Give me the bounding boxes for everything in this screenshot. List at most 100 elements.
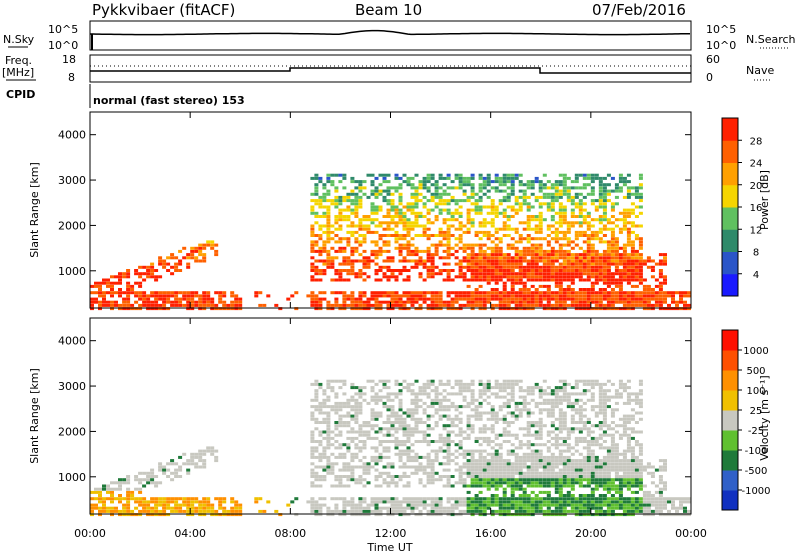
power-cell [194,256,199,260]
velocity-cell [138,471,143,475]
velocity-cell [454,433,459,437]
velocity-cell [458,465,463,469]
velocity-cell [598,405,603,409]
power-cell [586,262,591,266]
power-cell [310,291,315,295]
power-cell [566,288,571,291]
power-cell [562,230,567,234]
velocity-cell [602,401,607,405]
power-cell [406,224,411,228]
power-cell [562,189,567,193]
velocity-cell [198,455,203,459]
velocity-cell [402,386,407,390]
velocity-cell [390,392,395,396]
power-cell [438,300,443,304]
velocity-cell [602,465,607,469]
power-cell [466,230,471,234]
power-cell [586,307,591,311]
velocity-cell [590,459,595,463]
power-cell [663,297,667,301]
velocity-cell [418,389,423,393]
velocity-cell [578,462,583,466]
velocity-cell [514,509,519,513]
power-cell [618,256,623,260]
power-cell [354,208,359,212]
power-cell [606,246,611,250]
power-cell [614,269,619,272]
velocity-cell [546,506,551,510]
velocity-cell [182,497,187,501]
velocity-cell [358,427,363,431]
power-cell [558,230,563,234]
power-cell [646,265,651,269]
power-cell [394,237,399,241]
power-cell [358,307,363,311]
velocity-cell [406,386,411,390]
power-cell [514,199,519,203]
velocity-cell [434,392,439,396]
velocity-cell [546,513,551,517]
velocity-cell [594,440,599,443]
velocity-cell [374,455,379,459]
power-cell [663,291,667,295]
power-cell [506,192,511,196]
velocity-cell [598,459,603,463]
power-cell [562,303,567,307]
velocity-cell [582,424,587,428]
power-cell [406,275,411,279]
power-cell [554,281,559,285]
velocity-cell [510,465,515,469]
velocity-cell [126,481,131,485]
power-cell [118,288,122,291]
power-cell [650,288,655,291]
velocity-cell [470,395,475,399]
velocity-cell [530,459,535,463]
power-cell [638,211,643,215]
power-cell [206,303,211,307]
velocity-cell [518,494,523,497]
velocity-cell [150,478,155,482]
power-cell [594,294,599,298]
power-cell [422,294,427,298]
power-cell [314,221,319,225]
power-cell [382,195,387,199]
velocity-cell [466,462,471,466]
velocity-cell [578,408,583,412]
velocity-cell [510,471,515,475]
velocity-cell [570,414,575,418]
power-cell [194,259,199,263]
power-cell [502,288,507,291]
velocity-cell [350,408,355,412]
power-cell [526,221,531,225]
power-cell [675,307,679,311]
velocity-cell [406,452,411,456]
power-cell [522,192,527,196]
power-cell [546,256,551,260]
velocity-cell [502,497,507,501]
power-cell [646,291,651,295]
power-cell [446,211,451,215]
power-cell [414,249,419,253]
power-cell [222,303,227,307]
velocity-cell [554,389,559,393]
velocity-cell [386,392,391,396]
power-cell [434,294,439,298]
power-cell [602,303,607,307]
power-cell [446,173,451,177]
velocity-cell [386,440,391,443]
velocity-cell [554,401,559,405]
power-cell [398,253,403,257]
power-cell [98,291,102,295]
power-cell [446,208,451,212]
velocity-cell [510,475,515,478]
power-cell [382,291,387,295]
power-cell [414,202,419,206]
power-cell [402,246,407,250]
velocity-cell [562,398,567,402]
power-cell [530,307,535,311]
power-cell [358,240,363,244]
power-cell [350,211,355,215]
power-cell [202,307,207,311]
power-cell [618,297,623,301]
power-cell [506,265,511,269]
